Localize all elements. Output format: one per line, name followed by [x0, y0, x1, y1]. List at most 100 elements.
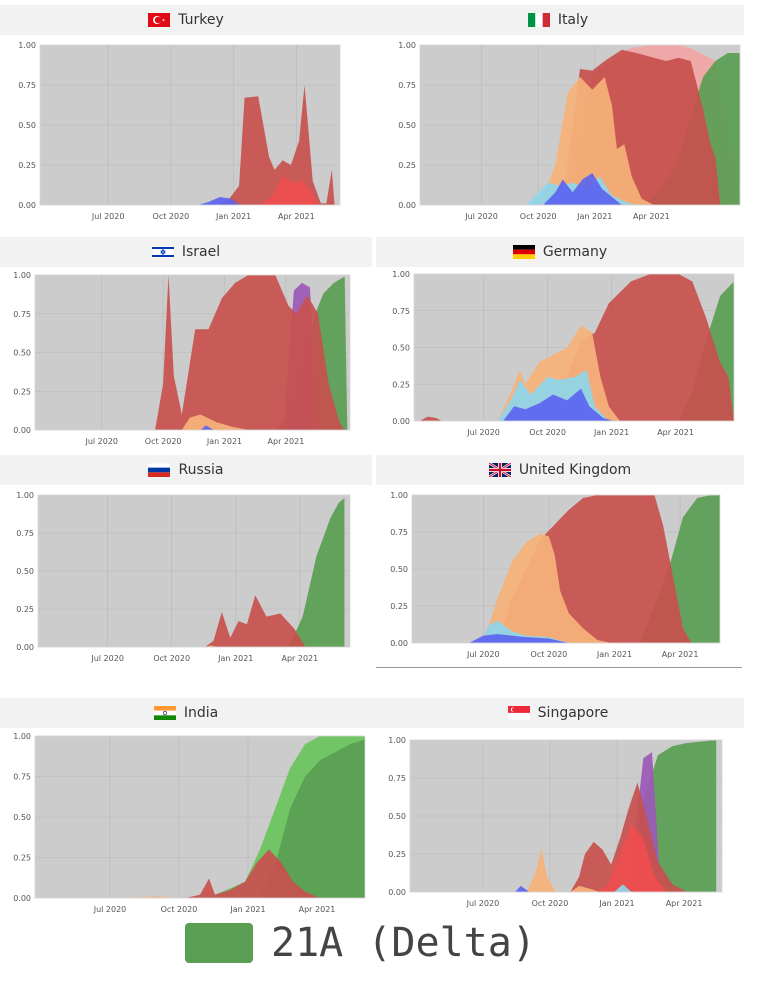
x-tick-label: Jul 2020: [466, 899, 500, 908]
chart-panel-india: India 0.00 0.25 0.50 0.75 1.00 Jul 2020 Oct 20…: [0, 698, 372, 918]
country-title: Russia: [178, 462, 224, 478]
country-title: Turkey: [178, 12, 224, 28]
y-tick-label: 0.00: [13, 894, 31, 903]
area-chart: 0.00 0.25 0.50 0.75 1.00 Jul 2020 Oct 2020 Jan …: [398, 41, 741, 221]
area-chart: 0.00 0.25 0.50 0.75 1.00 Jul 2020 Oct 2020 Jan …: [16, 491, 351, 663]
plot-frame: [413, 273, 735, 422]
area-series: [200, 425, 214, 430]
area-series: [614, 884, 632, 892]
area-series: [419, 416, 442, 421]
y-tick-label: 0.75: [392, 307, 410, 316]
x-tick-label: Jan 2021: [206, 437, 242, 446]
y-tick-label: 0.75: [13, 773, 31, 782]
x-tick-label: Oct 2020: [153, 212, 190, 221]
russia-flag-icon: [148, 463, 171, 477]
y-tick-label: 0.75: [16, 529, 34, 538]
area-series: [217, 85, 335, 205]
panel-header: Singapore: [372, 698, 744, 728]
x-tick-label: Apr 2021: [657, 428, 694, 437]
plot-frame: [419, 44, 741, 206]
y-tick-label: 0.00: [18, 201, 36, 210]
x-tick-label: Apr 2021: [666, 899, 703, 908]
x-tick-label: Oct 2020: [145, 437, 182, 446]
country-title: Israel: [181, 244, 221, 260]
turkey-flag-icon: [148, 13, 171, 27]
y-tick-label: 0.50: [18, 121, 36, 130]
india-flag-icon: [153, 706, 176, 720]
area-chart: 0.00 0.25 0.50 0.75 1.00 Jul 2020 Oct 2020 Jan …: [18, 41, 341, 221]
y-tick-label: 0.25: [388, 850, 406, 859]
panel-header: United Kingdom: [376, 455, 744, 485]
panel-header: Italy: [372, 5, 744, 35]
y-tick-label: 0.00: [388, 888, 406, 897]
y-tick-label: 0.50: [390, 565, 408, 574]
area-series: [469, 634, 569, 643]
plot-frame: [34, 735, 366, 899]
panel-header: Russia: [0, 455, 372, 485]
x-tick-label: Apr 2021: [278, 212, 315, 221]
y-tick-label: 0.00: [16, 643, 34, 652]
y-tick-label: 0.75: [390, 528, 408, 537]
x-tick-label: Jan 2021: [217, 654, 253, 663]
chart-panel-germany: Germany 0.00 0.25 0.50 0.75 1.00 Jul 2020 Oct …: [376, 237, 744, 452]
country-title: United Kingdom: [518, 462, 632, 478]
y-tick-label: 1.00: [388, 736, 406, 745]
x-tick-label: Oct 2020: [532, 899, 569, 908]
x-tick-label: Jul 2020: [91, 212, 125, 221]
y-tick-label: 0.75: [398, 81, 416, 90]
y-tick-label: 1.00: [13, 271, 31, 280]
area-series: [543, 173, 622, 205]
israel-flag-icon: [151, 245, 174, 259]
x-tick-label: Oct 2020: [161, 905, 198, 914]
divider: [376, 667, 742, 668]
area-series: [181, 414, 249, 430]
area-series: [530, 77, 654, 205]
x-tick-label: Jan 2021: [596, 650, 632, 659]
area-chart: 0.00 0.25 0.50 0.75 1.00 Jul 2020 Oct 2020 Jan …: [388, 736, 723, 908]
y-tick-label: 1.00: [398, 41, 416, 50]
x-tick-label: Jul 2020: [464, 212, 498, 221]
y-tick-label: 1.00: [13, 732, 31, 741]
legend: 21A (Delta): [185, 920, 536, 966]
x-tick-label: Jan 2021: [593, 428, 629, 437]
chart-panel-israel: Israel 0.00 0.25 0.50 0.75 1.00 Jul 2020 Oct 2…: [0, 237, 372, 452]
y-tick-label: 0.00: [390, 639, 408, 648]
y-tick-label: 0.00: [392, 417, 410, 426]
y-tick-label: 1.00: [16, 491, 34, 500]
area-chart: 0.00 0.25 0.50 0.75 1.00 Jul 2020 Oct 2020 Jan …: [13, 271, 351, 446]
y-tick-label: 0.25: [392, 380, 410, 389]
y-tick-label: 1.00: [18, 41, 36, 50]
panel-header: Israel: [0, 237, 372, 267]
area-series: [198, 197, 240, 205]
area-series: [155, 275, 345, 430]
x-tick-label: Oct 2020: [531, 650, 568, 659]
plot-frame: [34, 274, 351, 431]
y-tick-label: 0.00: [398, 201, 416, 210]
country-title: India: [183, 705, 219, 721]
area-series: [503, 388, 615, 421]
area-series: [185, 849, 320, 898]
plot-frame: [37, 494, 351, 648]
x-tick-label: Apr 2021: [281, 654, 318, 663]
y-tick-label: 0.25: [390, 602, 408, 611]
panel-header: India: [0, 698, 372, 728]
panel-header: Turkey: [0, 5, 372, 35]
y-tick-label: 0.25: [13, 387, 31, 396]
area-chart: 0.00 0.25 0.50 0.75 1.00 Jul 2020 Oct 2020 Jan …: [390, 491, 721, 659]
y-tick-label: 0.50: [388, 812, 406, 821]
y-tick-label: 0.75: [18, 81, 36, 90]
plot-frame: [39, 44, 341, 206]
x-tick-label: Oct 2020: [520, 212, 557, 221]
x-tick-label: Jul 2020: [466, 428, 500, 437]
chart-panel-russia: Russia 0.00 0.25 0.50 0.75 1.00 Jul 2020 Oct 2…: [0, 455, 372, 665]
legend-label: 21A (Delta): [271, 920, 536, 966]
x-tick-label: Apr 2021: [662, 650, 699, 659]
x-tick-label: Jan 2021: [598, 899, 634, 908]
area-series: [514, 885, 530, 892]
x-tick-label: Jul 2020: [466, 650, 500, 659]
legend-swatch: [185, 923, 253, 963]
area-series: [125, 896, 185, 898]
x-tick-label: Jul 2020: [90, 654, 124, 663]
y-tick-label: 1.00: [390, 491, 408, 500]
x-tick-label: Oct 2020: [529, 428, 566, 437]
